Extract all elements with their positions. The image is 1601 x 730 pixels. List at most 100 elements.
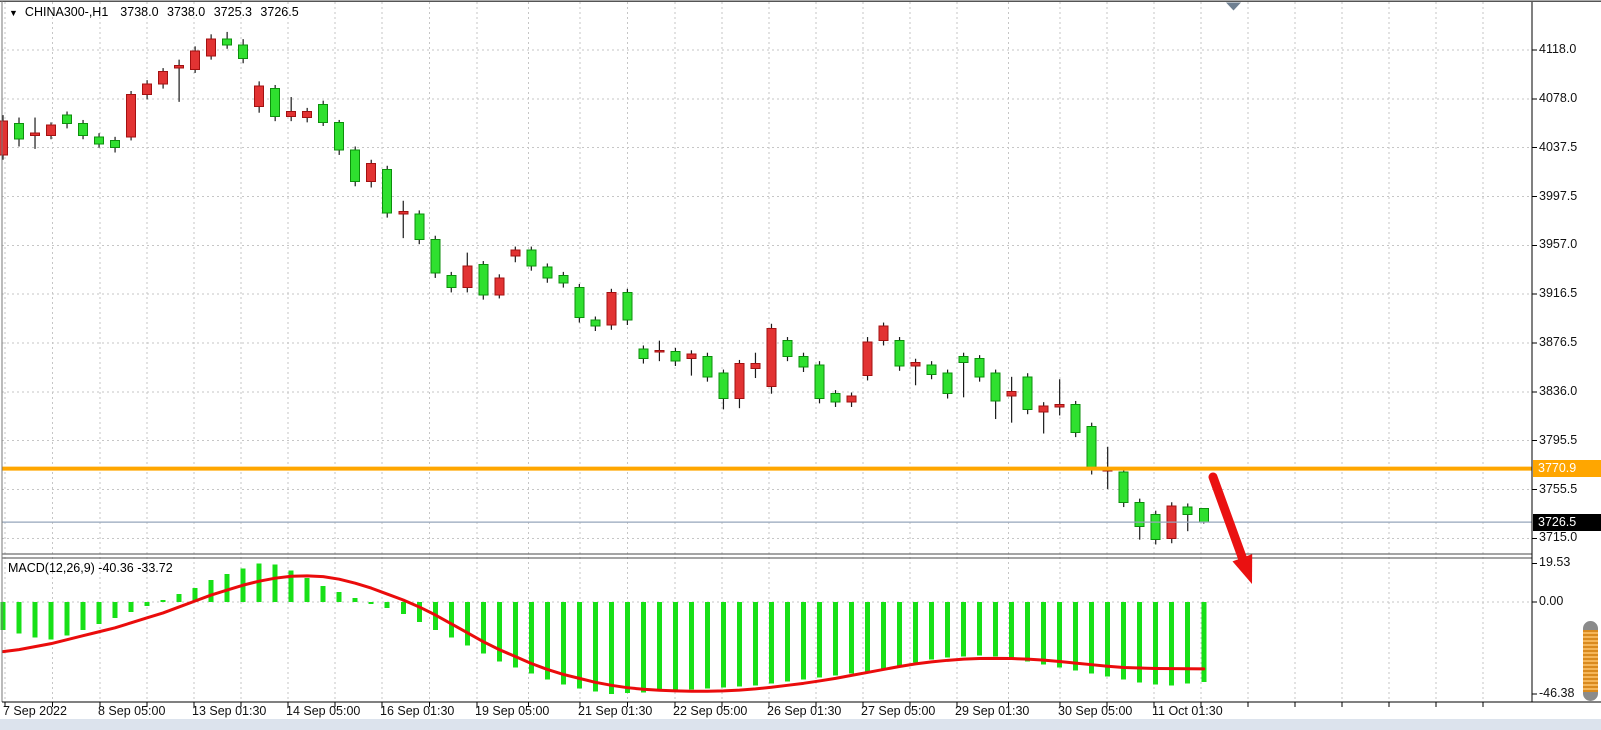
price-axis-label: 3997.5 — [1539, 188, 1578, 203]
macd-histogram-bar — [304, 578, 310, 602]
symbol-timeframe-label: CHINA300-,H1 — [24, 5, 109, 19]
vertical-scrollbar-thumb[interactable] — [1583, 621, 1598, 701]
macd-histogram-bar — [720, 602, 726, 688]
time-axis-label: 14 Sep 05:00 — [286, 704, 361, 718]
macd-histogram-bar — [528, 602, 534, 674]
candle-body — [478, 264, 489, 296]
candle-body — [846, 395, 857, 403]
candle-body — [158, 71, 169, 85]
macd-histogram-bar — [592, 602, 598, 692]
candle-body — [1134, 501, 1145, 527]
macd-histogram-bar — [480, 602, 486, 654]
time-axis-label: 21 Sep 01:30 — [578, 704, 653, 718]
macd-axis-label: 19.53 — [1539, 555, 1571, 570]
macd-histogram-bar — [496, 602, 502, 662]
candle-body — [654, 349, 665, 353]
candle-body — [1182, 506, 1193, 515]
macd-histogram-bar — [96, 602, 102, 624]
candle-body — [718, 372, 729, 400]
candle-body — [862, 341, 873, 377]
macd-histogram-bar — [320, 586, 326, 602]
macd-histogram-bar — [736, 602, 742, 687]
candle-body — [94, 136, 105, 145]
macd-histogram-bar — [32, 602, 38, 638]
macd-histogram-bar — [64, 602, 70, 636]
candle-body — [350, 149, 361, 182]
candle-body — [510, 249, 521, 257]
macd-histogram-bar — [176, 594, 182, 602]
price-axis-label: 4078.0 — [1539, 90, 1578, 105]
macd-axis-label: -46.38 — [1539, 685, 1575, 700]
candle-body — [590, 319, 601, 327]
macd-signal-line — [1, 574, 1206, 693]
macd-histogram-bar — [1089, 602, 1095, 674]
price-axis-label: 3957.0 — [1539, 237, 1578, 252]
macd-histogram-bar — [640, 602, 646, 693]
macd-histogram-bar — [929, 602, 935, 660]
macd-histogram-bar — [849, 602, 855, 674]
macd-histogram-bar — [544, 602, 550, 680]
macd-histogram-bar — [336, 592, 342, 602]
candle-body — [62, 114, 73, 125]
macd-histogram-bar — [961, 602, 967, 657]
time-axis-label: 16 Sep 01:30 — [380, 704, 455, 718]
macd-histogram-bar — [448, 602, 454, 638]
time-axis-label: 27 Sep 05:00 — [861, 704, 936, 718]
candle-body — [990, 372, 1001, 402]
macd-histogram-bar — [464, 602, 470, 646]
price-axis-label: 4118.0 — [1539, 42, 1577, 56]
candle-body — [398, 211, 409, 215]
macd-histogram-bar — [833, 602, 839, 676]
candle-body — [542, 266, 553, 279]
trend-arrow-head — [1232, 554, 1253, 584]
candle-body — [494, 277, 505, 296]
macd-histogram-bar — [112, 602, 118, 618]
macd-histogram-bar — [1201, 602, 1207, 683]
macd-histogram-bar — [368, 602, 374, 604]
price-axis-label: 3715.0 — [1539, 530, 1578, 545]
macd-histogram-bar — [784, 602, 790, 682]
candle-body — [46, 124, 57, 137]
time-axis-label: 7 Sep 2022 — [3, 704, 67, 718]
symbol-dropdown-icon[interactable]: ▼ — [9, 8, 18, 18]
candle-body — [958, 355, 969, 363]
time-axis-label: 29 Sep 01:30 — [955, 704, 1030, 718]
candle-body — [734, 363, 745, 400]
macd-histogram-bar — [1121, 602, 1127, 680]
candle-body — [1022, 376, 1033, 410]
time-axis-label: 8 Sep 05:00 — [98, 704, 166, 718]
candle-body — [286, 111, 297, 117]
candle-body — [622, 291, 633, 321]
candle-body — [206, 38, 217, 57]
price-axis-label: 3916.5 — [1539, 286, 1578, 301]
candle-body — [110, 139, 121, 149]
macd-histogram-bar — [624, 602, 630, 694]
macd-histogram-bar — [48, 602, 54, 640]
candle-body — [638, 348, 649, 360]
macd-histogram-bar — [512, 602, 518, 668]
candle-body — [254, 85, 265, 108]
macd-histogram-bar — [897, 602, 903, 666]
candle-body — [926, 364, 937, 375]
candle-body — [1118, 471, 1129, 503]
macd-histogram-bar — [993, 602, 999, 657]
macd-histogram-bar — [224, 574, 230, 602]
macd-histogram-bar — [1153, 602, 1159, 685]
candle-body — [1150, 513, 1161, 541]
candle-body — [190, 50, 201, 70]
macd-histogram-bar — [1009, 602, 1015, 659]
price-axis-label: 3836.0 — [1539, 383, 1578, 398]
candle-body — [910, 361, 921, 367]
macd-histogram-bar — [128, 602, 134, 612]
candle-body — [526, 249, 537, 267]
macd-histogram-bar — [352, 598, 358, 602]
scrollbar-grip-icon — [1583, 630, 1598, 692]
scroll-to-end-icon[interactable] — [1226, 2, 1241, 11]
macd-histogram-bar — [672, 602, 678, 691]
macd-histogram-bar — [144, 602, 150, 606]
candle-body — [1038, 405, 1049, 413]
candle-body — [686, 353, 697, 360]
candle-body — [1054, 404, 1065, 408]
candle-body — [238, 44, 249, 59]
